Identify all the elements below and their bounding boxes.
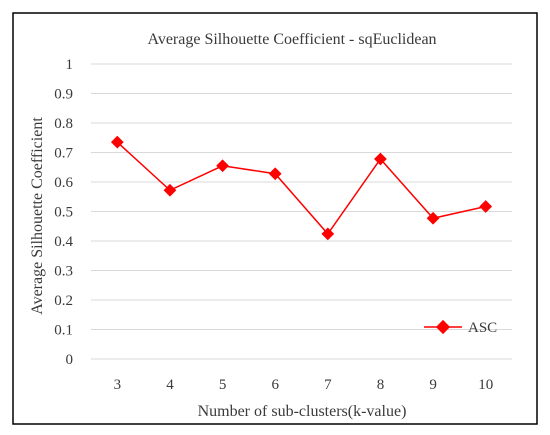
x-tick-label: 8: [377, 377, 385, 393]
y-tick-label: 0.4: [54, 234, 73, 250]
y-tick-label: 0.1: [54, 323, 73, 339]
x-tick-label: 3: [114, 377, 122, 393]
y-tick-label: 1: [66, 57, 74, 73]
x-tick-label: 6: [271, 377, 279, 393]
x-axis-label: Number of sub-clusters(k-value): [198, 403, 407, 420]
data-point: [216, 159, 229, 173]
y-axis-label: Average Silhouette Coefficient: [29, 117, 46, 315]
data-point: [321, 227, 335, 241]
data-point: [479, 200, 493, 213]
y-tick-label: 0.7: [54, 146, 73, 162]
x-tick-label: 10: [478, 377, 493, 393]
data-point: [374, 152, 387, 166]
y-tick-label: 0.8: [54, 116, 73, 132]
x-tick-label: 5: [219, 377, 227, 393]
x-tick-label: 7: [324, 377, 332, 393]
series-layer: [110, 135, 493, 241]
y-tick-label: 0: [66, 352, 74, 368]
legend-marker: [435, 319, 451, 335]
y-tick-label: 0.9: [54, 87, 73, 103]
chart-border: [12, 12, 538, 425]
data-point: [268, 167, 282, 181]
y-tick-label: 0.5: [54, 205, 73, 221]
x-tick-labels: 3 4 5 6 7 8 9 10: [114, 377, 494, 393]
y-tick-labels: 0 0.1 0.2 0.3 0.4 0.5 0.6 0.7 0.8 0.9 1: [54, 57, 73, 368]
y-tick-label: 0.2: [54, 293, 73, 309]
x-tick-label: 4: [166, 377, 174, 393]
y-tick-label: 0.3: [54, 264, 73, 280]
y-tick-label: 0.6: [54, 175, 73, 191]
data-point: [110, 135, 124, 149]
legend-label-asc: ASC: [468, 320, 497, 336]
series-line-asc: [116, 141, 486, 236]
x-tick-label: 9: [429, 377, 437, 393]
legend: ASC: [424, 319, 497, 336]
data-point: [426, 211, 440, 225]
data-point: [163, 183, 177, 197]
chart-title: Average Silhouette Coefficient - sqEucli…: [147, 31, 436, 48]
